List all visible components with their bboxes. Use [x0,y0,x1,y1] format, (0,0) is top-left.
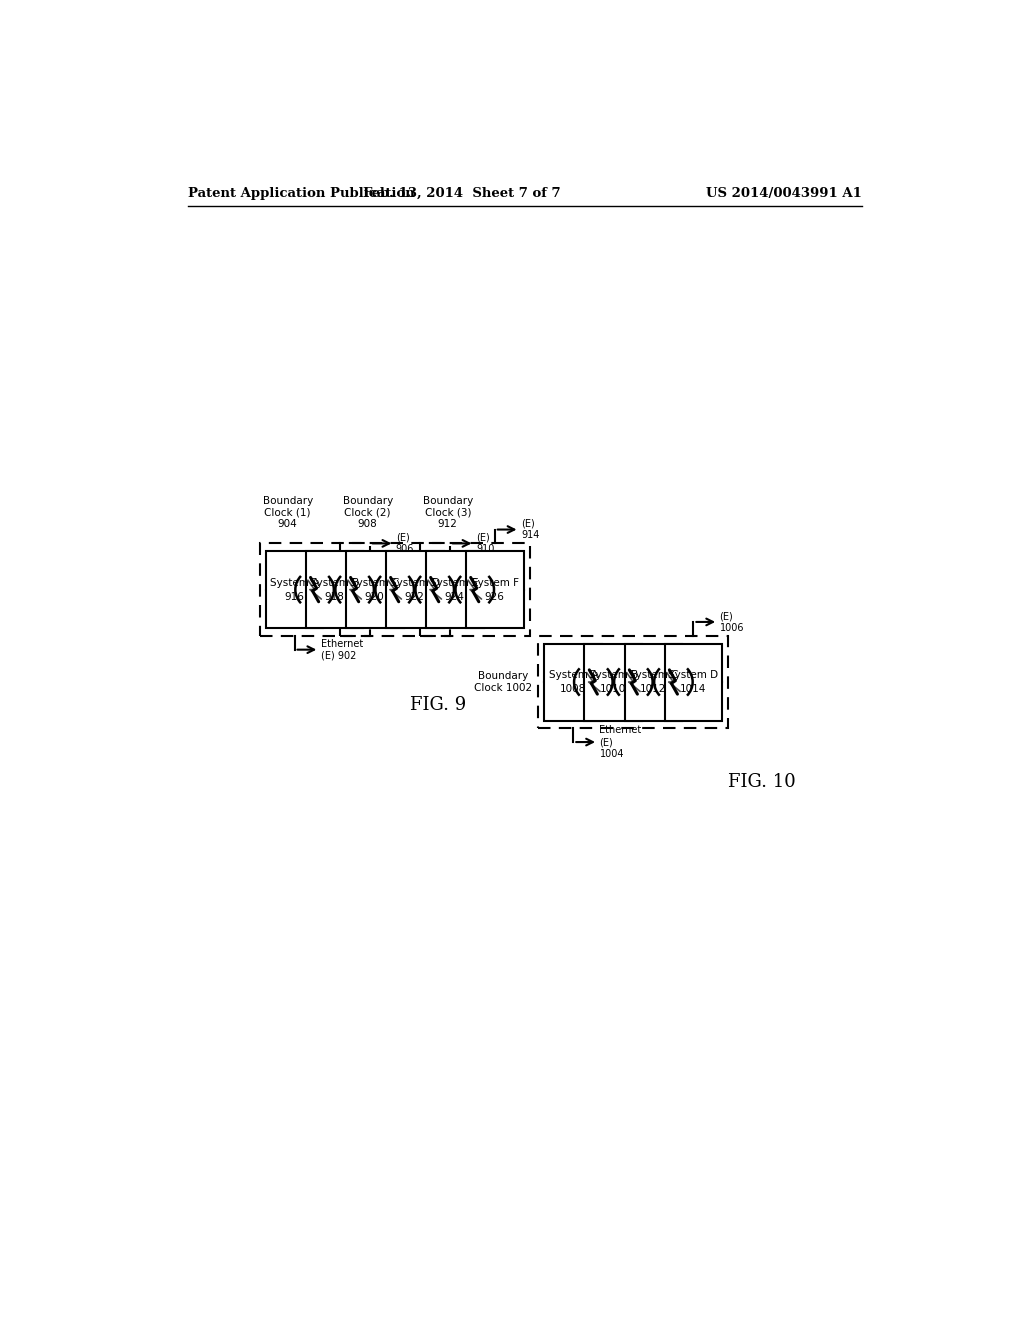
Text: Patent Application Publication: Patent Application Publication [188,186,415,199]
Bar [585,644,642,721]
Text: System B
918: System B 918 [310,578,359,602]
Bar [386,552,443,628]
Text: Boundary
Clock (2)
908: Boundary Clock (2) 908 [343,496,393,529]
Text: FIG. 10: FIG. 10 [728,774,796,791]
Text: US 2014/0043991 A1: US 2014/0043991 A1 [707,186,862,199]
Bar [539,636,728,729]
Text: System B
1010: System B 1010 [589,671,638,694]
Text: System C
1012: System C 1012 [629,671,678,694]
Text: (E)
1006: (E) 1006 [720,611,744,632]
Bar [346,552,403,628]
Bar [545,644,602,721]
Text: (E)
914: (E) 914 [521,519,540,540]
Bar [625,644,682,721]
Text: Ethernet
(E) 902: Ethernet (E) 902 [321,639,362,660]
Text: System E
924: System E 924 [430,578,479,602]
Bar [665,644,722,721]
Text: Boundary
Clock (3)
912: Boundary Clock (3) 912 [423,496,473,529]
Text: Ethernet
(E)
1004: Ethernet (E) 1004 [599,726,642,759]
Bar [340,544,450,636]
Text: System A
916: System A 916 [270,578,319,602]
Text: (E)
906: (E) 906 [396,532,414,554]
Text: Feb. 13, 2014  Sheet 7 of 7: Feb. 13, 2014 Sheet 7 of 7 [362,186,560,199]
Text: System D
1014: System D 1014 [669,671,719,694]
Bar [466,552,523,628]
Bar [306,552,364,628]
Bar [426,552,483,628]
Text: System A
1008: System A 1008 [549,671,598,694]
Bar [420,544,529,636]
Text: System D
922: System D 922 [389,578,439,602]
Text: Boundary
Clock 1002: Boundary Clock 1002 [474,671,532,693]
Text: (E)
910: (E) 910 [476,532,495,554]
Text: System C
920: System C 920 [350,578,399,602]
Text: FIG. 9: FIG. 9 [411,696,467,714]
Bar [265,552,324,628]
Text: System F
926: System F 926 [471,578,519,602]
Text: Boundary
Clock (1)
904: Boundary Clock (1) 904 [262,496,312,529]
Bar [259,544,370,636]
